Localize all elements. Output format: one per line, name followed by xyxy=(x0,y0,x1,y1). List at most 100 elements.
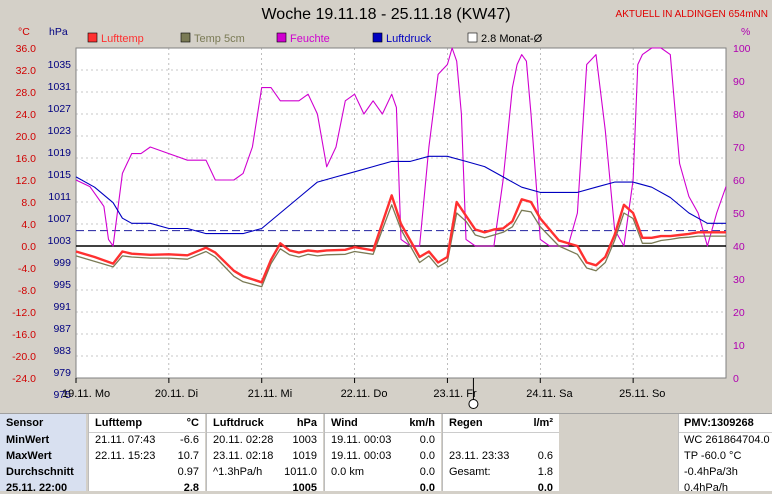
legend-feuchte-swatch xyxy=(276,32,287,43)
luftdruck-max-time: 23.11. 02:18 xyxy=(213,450,274,462)
pmv-tp: TP -60.0 °C xyxy=(684,450,742,462)
legend-temp5cm-swatch xyxy=(180,32,191,43)
series-line-lufttemp xyxy=(75,194,726,284)
lufttemp-min-value: -6.6 xyxy=(180,434,199,446)
lufttemp-min-time: 21.11. 07:43 xyxy=(95,434,156,446)
temp-tick-label: 16.0 xyxy=(16,153,37,165)
temp-tick-label: -20.0 xyxy=(12,351,36,363)
humidity-tick-label: 100 xyxy=(733,43,751,55)
lufttemp-header: Lufttemp xyxy=(95,417,143,429)
regen-total-label: Gesamt: xyxy=(449,466,491,478)
temp-tick-label: 4.0 xyxy=(21,219,36,231)
row-label-max: MaxWert xyxy=(6,450,52,462)
x-tick-label: 20.11. Di xyxy=(155,388,198,400)
weather-chart: 36.0 32.0 28.0 24.0 20.0 16.0 12.0 8.0 4.0 0.0 -4.… xyxy=(12,26,751,409)
lufttemp-max-time: 22.11. 15:23 xyxy=(95,450,156,462)
pressure-tick-label: 1019 xyxy=(48,147,72,159)
luftdruck-min-value: 1003 xyxy=(292,434,317,446)
humidity-tick-label: 90 xyxy=(733,76,745,88)
regen-unit: l/m² xyxy=(533,417,553,429)
luftdruck-current-value: 1005 xyxy=(292,482,317,494)
regen-max-time: 23.11. 23:33 xyxy=(449,450,510,462)
luftdruck-column: Luftdruck hPa 20.11. 02:28 1003 23.11. 0… xyxy=(206,414,323,494)
wind-avg-value: 0.0 xyxy=(419,466,435,478)
pressure-tick-label: 987 xyxy=(53,323,71,335)
page-title: Woche 19.11.18 - 25.11.18 (KW47) xyxy=(261,6,511,23)
legend-feuchte-label: Feuchte xyxy=(290,33,330,45)
humidity-tick-label: 10 xyxy=(733,340,745,352)
x-tick-label: 23.11. Fr xyxy=(433,388,477,400)
humidity-unit-label: % xyxy=(741,26,750,38)
wind-max-value: 0.0 xyxy=(419,450,435,462)
temp-unit-label: °C xyxy=(18,26,30,38)
wind-distance: 0.0 km xyxy=(331,466,365,478)
pressure-tick-label: 1011 xyxy=(48,191,71,203)
humidity-tick-label: 70 xyxy=(733,142,745,154)
legend-lufttemp-label: Lufttemp xyxy=(101,33,144,45)
humidity-tick-label: 30 xyxy=(733,274,745,286)
x-tick-label: 22.11. Do xyxy=(341,388,388,400)
humidity-tick-label: 80 xyxy=(733,109,745,121)
x-tick-label: 21.11. Mi xyxy=(248,388,292,400)
row-label-min: MinWert xyxy=(6,434,50,446)
pressure-tick-label: 995 xyxy=(53,279,71,291)
luftdruck-max-value: 1019 xyxy=(292,450,317,462)
pressure-tick-label: 1031 xyxy=(48,81,72,93)
humidity-tick-label: 40 xyxy=(733,241,745,253)
pressure-tick-label: 1027 xyxy=(48,103,72,115)
temp-tick-label: -24.0 xyxy=(12,373,36,385)
lufttemp-max-value: 10.7 xyxy=(177,450,199,462)
regen-max-value: 0.6 xyxy=(537,450,553,462)
pmv-column: PMV:1309268 WC 261864704.0 TP -60.0 °C -… xyxy=(678,414,772,494)
temp-tick-label: 36.0 xyxy=(16,43,37,55)
legend-temp5cm-label: Temp 5cm xyxy=(194,33,245,45)
pressure-tick-label: 1015 xyxy=(48,169,72,181)
humidity-tick-label: 60 xyxy=(733,175,745,187)
temp-tick-label: 28.0 xyxy=(16,87,37,99)
wind-current-value: 0.0 xyxy=(419,482,435,494)
lufttemp-avg-value: 0.97 xyxy=(177,466,199,478)
temp-tick-label: 12.0 xyxy=(16,175,37,187)
now-marker-icon xyxy=(468,399,479,409)
pmv-header: PMV:1309268 xyxy=(684,417,754,429)
pmv-wc: WC 261864704.0 xyxy=(684,434,770,446)
luftdruck-avg-value: 1011.0 xyxy=(284,466,317,478)
pressure-tick-label: 983 xyxy=(53,345,71,357)
luftdruck-unit: hPa xyxy=(296,417,317,429)
pressure-tick-label: 991 xyxy=(53,301,71,313)
legend-lufttemp-swatch xyxy=(87,32,98,43)
sensor-header: Sensor xyxy=(6,417,44,429)
series-line-feuchte xyxy=(75,47,727,247)
regen-total-value: 1.8 xyxy=(537,466,553,478)
row-label-current: 25.11. 22:00 xyxy=(6,482,68,494)
lufttemp-column: Lufttemp °C 21.11. 07:43 -6.6 22.11. 15:… xyxy=(88,414,205,494)
plot-area xyxy=(75,47,727,379)
temp-tick-label: -16.0 xyxy=(12,329,36,341)
humidity-tick-label: 50 xyxy=(733,208,745,220)
humidity-tick-label: 0 xyxy=(733,373,739,385)
pressure-tick-label: 999 xyxy=(53,257,71,269)
pressure-tick-label: 1023 xyxy=(48,125,72,137)
temp-tick-label: 32.0 xyxy=(16,65,37,77)
wind-unit: km/h xyxy=(409,417,435,429)
regen-current-value: 0.0 xyxy=(537,482,553,494)
temp-tick-label: 0.0 xyxy=(21,241,36,253)
stats-table: Sensor MinWert MaxWert Durchschnitt 25.1… xyxy=(0,413,772,494)
temp-tick-label: 8.0 xyxy=(21,197,36,209)
wind-min-time: 19.11. 00:03 xyxy=(331,434,392,446)
humidity-tick-label: 20 xyxy=(733,307,745,319)
legend-luftdruck-swatch xyxy=(372,32,383,43)
regen-column: Regen l/m² 23.11. 23:33 0.6 Gesamt: 1.8 … xyxy=(442,414,559,494)
temp-tick-label: -12.0 xyxy=(12,307,36,319)
x-tick-label: 24.11. Sa xyxy=(526,388,573,400)
temp-tick-label: 20.0 xyxy=(16,131,37,143)
luftdruck-min-time: 20.11. 02:28 xyxy=(213,434,274,446)
x-tick-label: 19.11. Mo xyxy=(62,388,110,400)
wind-column: Wind km/h 19.11. 00:03 0.0 19.11. 00:03 … xyxy=(324,414,441,494)
sensor-column: Sensor MinWert MaxWert Durchschnitt 25.1… xyxy=(0,414,86,494)
series-line-temp-5cm xyxy=(75,204,726,288)
temp-tick-label: -4.0 xyxy=(18,263,36,275)
pressure-tick-label: 1003 xyxy=(48,235,72,247)
pressure-tick-label: 979 xyxy=(53,367,71,379)
x-tick-label: 25.11. So xyxy=(619,388,665,400)
